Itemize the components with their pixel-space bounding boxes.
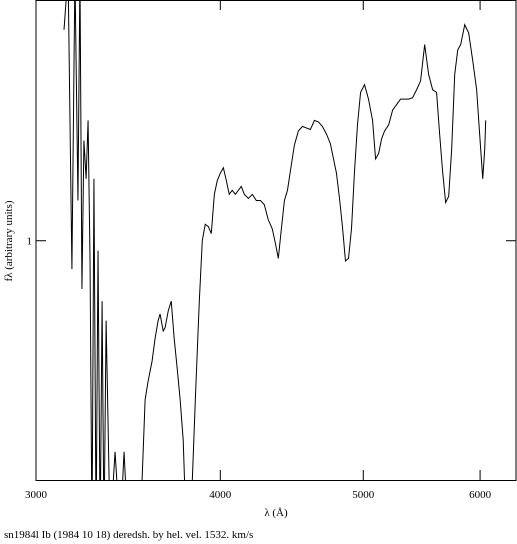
x-tick-label: 4000 xyxy=(209,489,232,501)
x-tick-label: 5000 xyxy=(352,489,375,501)
x-axis-label: λ (Å) xyxy=(264,507,288,519)
y-tick-label: 1 xyxy=(27,236,33,248)
x-tick-label: 3000 xyxy=(25,489,48,501)
spectrum-line xyxy=(63,0,487,480)
x-tick-label: 6000 xyxy=(469,489,492,501)
caption: sn1984l Ib (1984 10 18) deredsh. by hel.… xyxy=(4,529,253,541)
y-axis-label: fλ (arbitrary units) xyxy=(3,200,15,281)
